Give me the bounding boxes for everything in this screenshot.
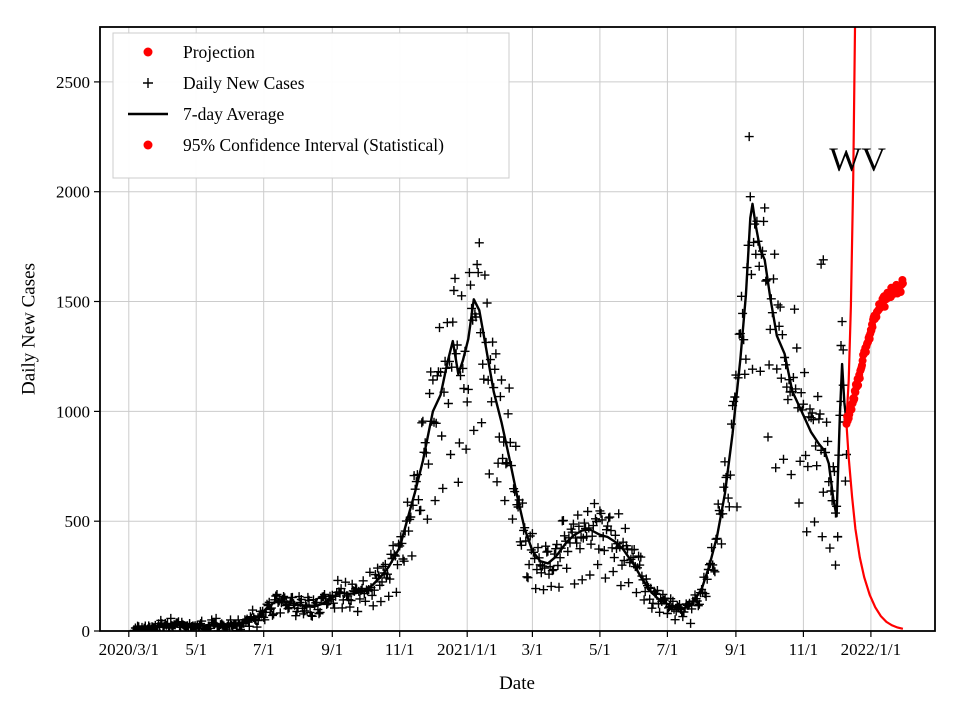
y-tick-label: 0 [82, 622, 91, 641]
x-tick-label: 11/1 [385, 640, 415, 659]
y-tick-label: 500 [65, 512, 91, 531]
x-tick-label: 2021/1/1 [437, 640, 497, 659]
x-tick-label: 5/1 [185, 640, 207, 659]
legend-label: 95% Confidence Interval (Statistical) [183, 135, 444, 155]
seven-day-average-line [133, 202, 848, 631]
y-tick-label: 1000 [56, 402, 90, 421]
x-tick-label: 7/1 [657, 640, 679, 659]
annotation-text: WV [829, 142, 886, 179]
confidence-interval-upper-line [845, 27, 857, 421]
x-tick-label: 2022/1/1 [841, 640, 901, 659]
confidence-interval-lower-line [845, 424, 904, 630]
x-tick-label: 9/1 [725, 640, 747, 659]
x-tick-label: 7/1 [253, 640, 275, 659]
x-tick-label: 9/1 [321, 640, 343, 659]
y-tick-label: 1500 [56, 292, 90, 311]
legend-red-dot-icon [143, 47, 153, 57]
tick-labels: 2020/3/1 5/1 7/1 9/1 11/1 2021/1/1 3/1 5/1 7/1 9/… [56, 73, 901, 659]
legend-red-dot-icon [143, 140, 153, 150]
x-tick-label: 2020/3/1 [99, 640, 159, 659]
legend-label: Daily New Cases [183, 73, 305, 93]
y-tick-label: 2500 [56, 73, 90, 92]
tick-marks [94, 81, 872, 637]
x-tick-label: 11/1 [789, 640, 819, 659]
axes-frame [99, 26, 936, 632]
legend-plus-icon [143, 78, 153, 88]
y-axis-label: Daily New Cases [19, 263, 40, 395]
legend-box [112, 32, 510, 179]
projection-dots [842, 276, 907, 428]
legend-label: Projection [183, 42, 255, 62]
x-tick-label: 3/1 [522, 640, 544, 659]
legend-label: 7-day Average [183, 104, 284, 124]
x-tick-label: 5/1 [589, 640, 611, 659]
x-axis-label: Date [499, 673, 535, 694]
y-tick-label: 2000 [56, 183, 90, 202]
legend: Projection Daily New Cases 7-day Average 95… [112, 32, 510, 179]
